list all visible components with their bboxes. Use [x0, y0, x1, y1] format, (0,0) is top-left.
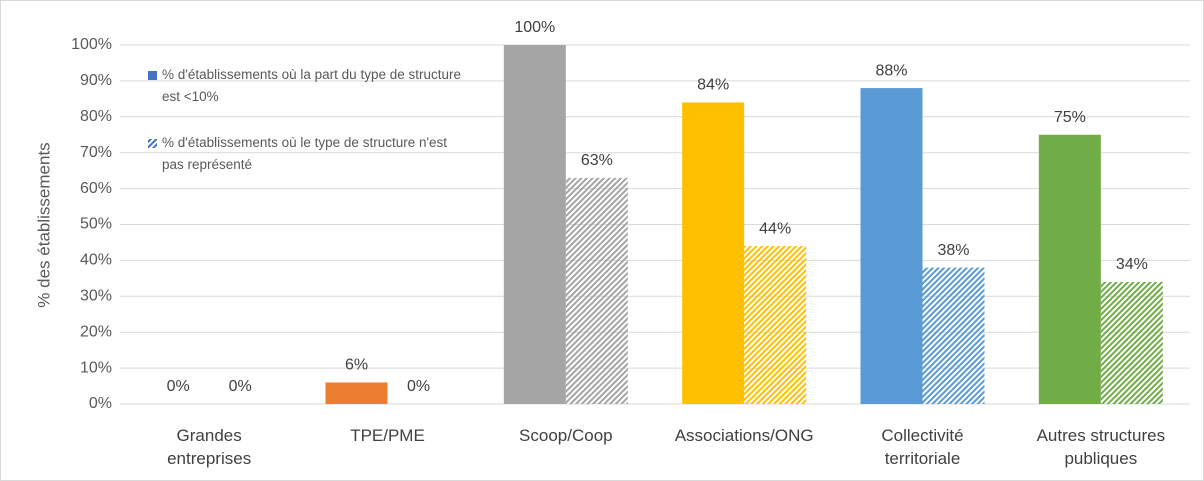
- bar: [325, 382, 388, 404]
- x-tick-label: Grandes entreprises: [167, 426, 252, 468]
- y-tick-label: 80%: [80, 108, 112, 125]
- bar: [1038, 134, 1101, 404]
- bar: [1100, 281, 1163, 404]
- y-tick-label: 40%: [80, 252, 112, 269]
- legend-label: % d'établissements où la part du type de…: [162, 67, 461, 104]
- legend-swatch: [148, 71, 157, 80]
- y-axis-label: % des établissements: [34, 142, 53, 307]
- bar: [565, 177, 628, 404]
- bar: [860, 88, 923, 404]
- bar: [922, 267, 985, 404]
- y-tick-label: 100%: [71, 36, 112, 53]
- bar: [503, 45, 566, 404]
- legend-label: % d'établissements où le type de structu…: [162, 135, 448, 172]
- legend-swatch: [148, 139, 157, 148]
- y-tick-label: 90%: [80, 72, 112, 89]
- x-tick-label: Collectivité territoriale: [881, 426, 964, 468]
- y-tick-label: 50%: [80, 216, 112, 233]
- value-label: 0%: [229, 378, 252, 395]
- value-label: 63%: [581, 152, 613, 169]
- y-tick-label: 20%: [80, 323, 112, 340]
- value-label: 75%: [1054, 109, 1086, 126]
- value-label: 44%: [759, 220, 791, 237]
- y-tick-label: 10%: [80, 359, 112, 376]
- y-tick-label: 0%: [89, 395, 112, 412]
- x-tick-label: TPE/PME: [350, 426, 425, 445]
- value-label: 84%: [697, 77, 729, 94]
- x-tick-label: Associations/ONG: [674, 426, 814, 445]
- value-label: 6%: [345, 357, 368, 374]
- value-label: 38%: [937, 242, 969, 259]
- value-label: 0%: [167, 378, 190, 395]
- y-tick-label: 70%: [80, 144, 112, 161]
- value-label: 34%: [1116, 256, 1148, 273]
- bar: [744, 246, 807, 404]
- value-label: 100%: [514, 19, 555, 36]
- bar: [682, 102, 745, 404]
- x-tick-label: Autres structures publiques: [1036, 426, 1166, 468]
- x-tick-label: Scoop/Coop: [519, 426, 613, 445]
- y-tick-label: 30%: [80, 288, 112, 305]
- value-label: 0%: [407, 378, 430, 395]
- value-label: 88%: [875, 62, 907, 79]
- y-tick-label: 60%: [80, 180, 112, 197]
